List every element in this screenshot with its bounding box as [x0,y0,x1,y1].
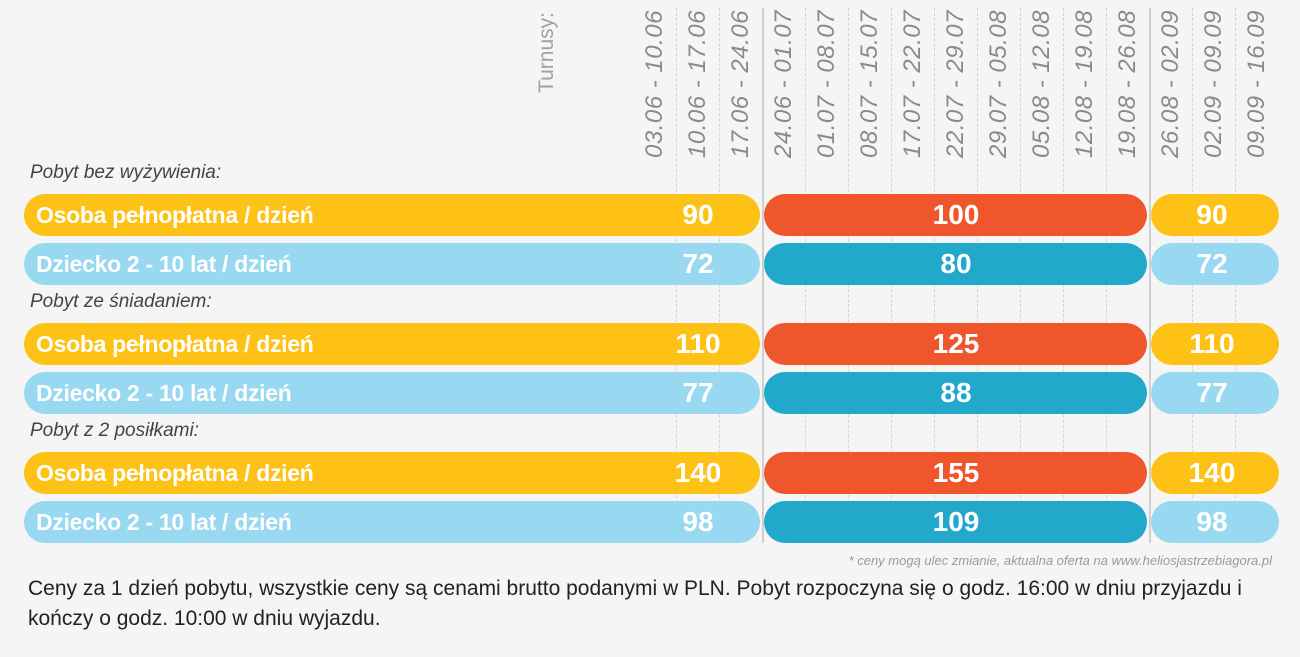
turnus-header: 24.06 - 01.07 [770,10,797,158]
row-label: Osoba pełnopłatna / dzień [36,201,314,228]
price-description: Ceny za 1 dzień pobytu, wszystkie ceny s… [28,577,1242,630]
price-value: 110 [675,328,721,359]
turnus-header: 09.09 - 16.09 [1243,10,1270,158]
price-value: 90 [682,199,714,230]
child-price-bar: 72 [1151,243,1279,285]
section-title: Pobyt ze śniadaniem: [30,291,212,312]
turnus-header: 29.07 - 05.08 [985,10,1012,158]
child-price-bar: Dziecko 2 - 10 lat / dzień 72 [24,243,760,285]
turnus-header: 10.06 - 17.06 [684,10,711,158]
adult-price-bar: 110 [1151,323,1279,365]
child-price-bar: 77 [1151,372,1279,414]
row-label: Dziecko 2 - 10 lat / dzień [36,508,292,535]
price-value: 155 [932,457,980,488]
adult-price-bar: Osoba pełnopłatna / dzień 90 [24,194,760,236]
adult-price-bar: 140 [1151,452,1279,494]
turnus-header: 08.07 - 15.07 [856,10,883,158]
adult-price-bar: 155 [764,452,1147,494]
adult-price-bar: Osoba pełnopłatna / dzień 140 [24,452,760,494]
row-label: Osoba pełnopłatna / dzień [36,459,314,486]
price-value: 88 [940,377,972,408]
adult-price-bar: Osoba pełnopłatna / dzień 110 [24,323,760,365]
column-divider [1149,8,1151,543]
price-value: 72 [1196,248,1228,279]
price-value: 100 [932,199,980,230]
price-value: 110 [1189,328,1235,359]
row-label: Dziecko 2 - 10 lat / dzień [36,379,292,406]
price-value: 140 [674,457,722,488]
price-value: 77 [682,377,714,408]
price-value: 125 [932,328,980,359]
price-value: 98 [682,506,714,537]
child-price-bar: Dziecko 2 - 10 lat / dzień 77 [24,372,760,414]
turnus-header: 12.08 - 19.08 [1071,10,1098,158]
section-title: Pobyt z 2 posiłkami: [30,420,199,441]
child-price-bar: 88 [764,372,1147,414]
turnus-header: 02.09 - 09.09 [1200,10,1227,158]
row-label: Dziecko 2 - 10 lat / dzień [36,250,292,277]
adult-price-bar: 100 [764,194,1147,236]
child-price-bar: 98 [1151,501,1279,543]
adult-price-bar: 90 [1151,194,1279,236]
turnus-header: 03.06 - 10.06 [641,10,668,158]
turnus-header: 22.07 - 29.07 [942,10,969,158]
child-price-bar: 109 [764,501,1147,543]
child-price-bar: 80 [764,243,1147,285]
turnusy-label: Turnusy: [535,12,558,93]
footnote: * ceny mogą ulec zmianie, aktualna ofert… [848,553,1272,568]
turnus-header: 17.06 - 24.06 [727,10,754,158]
price-value: 98 [1196,506,1228,537]
price-value: 77 [1196,377,1228,408]
adult-price-bar: 125 [764,323,1147,365]
turnus-header: 05.08 - 12.08 [1028,10,1055,158]
price-value: 80 [940,248,972,279]
price-value: 109 [932,506,980,537]
row-label: Osoba pełnopłatna / dzień [36,330,314,357]
turnus-header: 17.07 - 22.07 [899,10,926,158]
price-value: 72 [682,248,714,279]
column-divider [762,8,764,543]
price-value: 140 [1188,457,1236,488]
turnus-header: 19.08 - 26.08 [1114,10,1141,158]
turnus-header: 26.08 - 02.09 [1157,10,1184,158]
section-title: Pobyt bez wyżywienia: [30,162,222,183]
turnus-header: 01.07 - 08.07 [813,10,840,158]
price-value: 90 [1196,199,1228,230]
child-price-bar: Dziecko 2 - 10 lat / dzień 98 [24,501,760,543]
